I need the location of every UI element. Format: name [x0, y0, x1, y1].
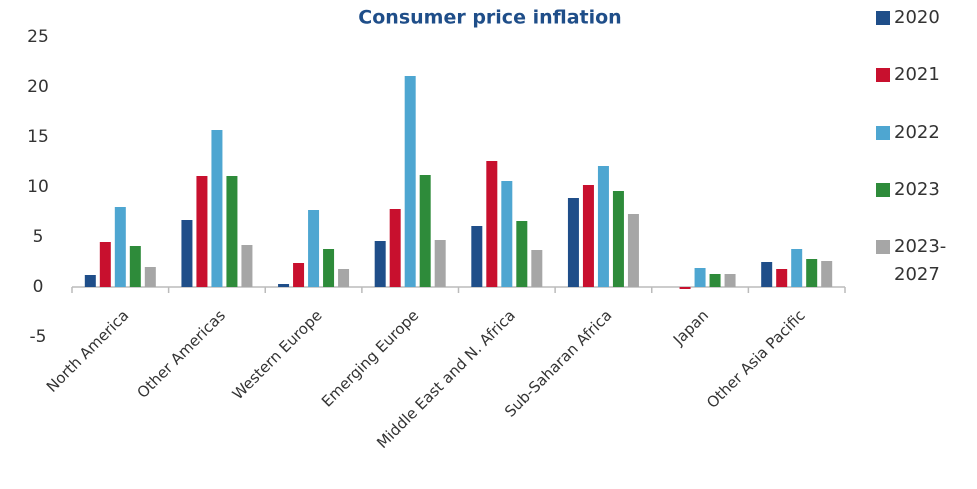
- bar: [114, 207, 126, 287]
- bar: [516, 221, 528, 287]
- bar: [471, 226, 483, 287]
- bar: [434, 240, 446, 287]
- bar: [241, 245, 253, 287]
- x-tick-label: Sub-Saharan Africa: [501, 306, 615, 420]
- y-tick-label: 20: [27, 77, 49, 97]
- bar: [419, 175, 431, 287]
- x-tick-label: Other Americas: [133, 306, 229, 402]
- y-tick-label: 5: [33, 227, 44, 247]
- bar: [308, 210, 320, 287]
- legend-swatch: [876, 183, 890, 197]
- bar: [486, 161, 498, 287]
- bar: [196, 176, 208, 287]
- bar: [612, 191, 624, 287]
- bar: [709, 274, 721, 287]
- legend-swatch: [876, 68, 890, 82]
- bar: [293, 263, 305, 287]
- chart-title: Consumer price inflation: [358, 7, 621, 29]
- bar: [531, 250, 543, 287]
- bar: [374, 241, 386, 287]
- legend-label-line: 2023-: [894, 236, 946, 257]
- x-tick-label: North America: [43, 306, 133, 396]
- y-tick-label: 10: [27, 177, 49, 197]
- x-tick-label: Emerging Europe: [318, 306, 422, 410]
- bar: [181, 220, 193, 287]
- legend-swatch: [876, 126, 890, 140]
- bar: [323, 249, 335, 287]
- x-tick-label: Other Asia Pacific: [703, 306, 809, 412]
- bar: [791, 249, 803, 287]
- bar: [694, 268, 706, 287]
- legend-label-line: 2027: [894, 264, 940, 285]
- x-tick-label: Western Europe: [229, 306, 326, 403]
- y-tick-label: -5: [30, 327, 47, 347]
- bar: [144, 267, 156, 287]
- bar: [129, 246, 141, 287]
- legend-swatch: [876, 240, 890, 254]
- legend-label: 2022: [894, 122, 940, 143]
- bar: [211, 130, 223, 287]
- bar: [806, 259, 818, 287]
- bar: [679, 287, 691, 289]
- bar: [761, 262, 773, 287]
- bar: [821, 261, 833, 287]
- x-tick-label: Japan: [669, 306, 712, 349]
- bar: [389, 209, 401, 287]
- legend-label: 2021: [894, 64, 940, 85]
- bar: [278, 284, 290, 287]
- y-tick-label: 0: [33, 277, 44, 297]
- legend-label: 2020: [894, 7, 940, 28]
- bar: [99, 242, 111, 287]
- bar: [501, 181, 513, 287]
- bar: [404, 76, 416, 287]
- legend-label: 2023: [894, 179, 940, 200]
- y-tick-label: 15: [27, 127, 49, 147]
- bar: [776, 269, 788, 287]
- y-tick-label: 25: [27, 27, 49, 47]
- bar: [226, 176, 238, 287]
- bar: [724, 274, 736, 287]
- bar: [582, 185, 594, 287]
- bar: [567, 198, 579, 287]
- bar: [338, 269, 350, 287]
- legend-swatch: [876, 11, 890, 25]
- bar: [627, 214, 639, 287]
- bar: [597, 166, 609, 287]
- legend-label: 2023- 2027: [894, 236, 946, 285]
- bar: [84, 275, 96, 287]
